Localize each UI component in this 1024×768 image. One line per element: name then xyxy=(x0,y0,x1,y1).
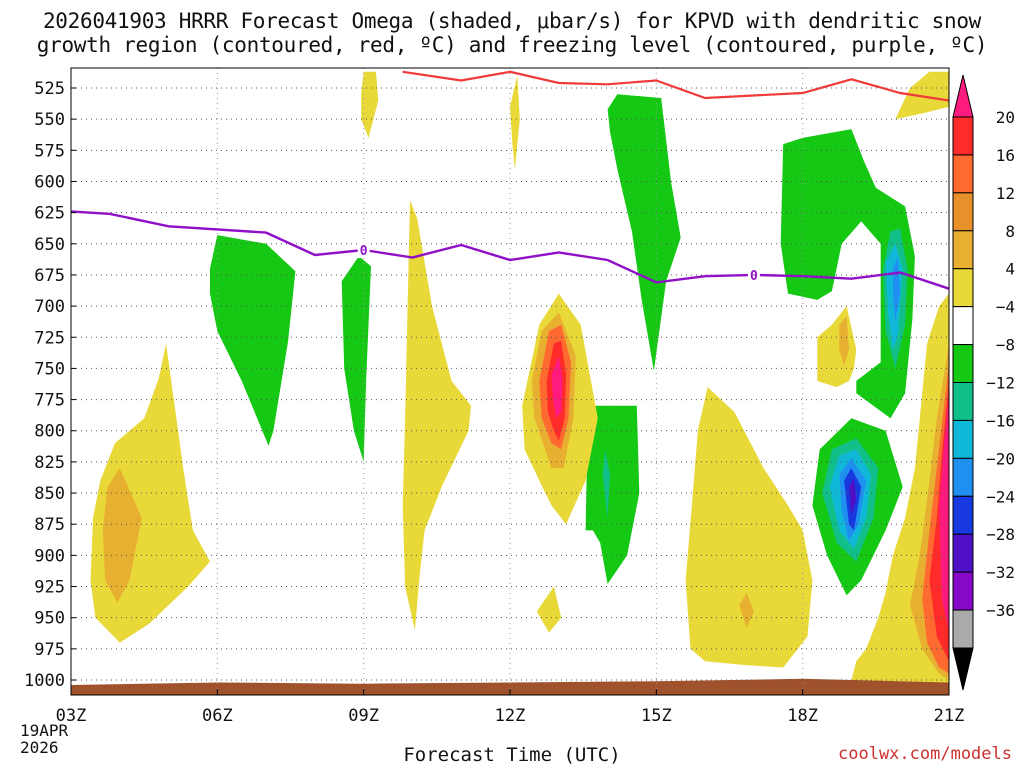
x-tick-label-0: 03Z xyxy=(56,706,87,726)
omega-region-25 xyxy=(102,468,142,603)
colorbar-label-6: −8 xyxy=(996,336,1015,355)
axes: 525 550 575 600 625 650 675 700 725 750 775 800 825 8… xyxy=(24,67,965,726)
omega-region-14 xyxy=(849,478,857,516)
colorbar-segment-14 xyxy=(952,609,974,649)
colorbar-segment-5 xyxy=(952,268,974,308)
colorbar-label-2: 12 xyxy=(996,184,1015,203)
terrain xyxy=(71,678,949,695)
colorbar-label-1: 16 xyxy=(996,146,1015,165)
chart-title-line-2: growth region (contoured, red, ºC) and f… xyxy=(36,33,988,57)
omega-region-4 xyxy=(780,129,915,419)
omega-region-18 xyxy=(402,200,471,631)
colorbar-segment-1 xyxy=(952,116,974,156)
x-tick-label-2: 09Z xyxy=(348,706,379,726)
omega-region-3 xyxy=(585,405,640,584)
x-tick-label-4: 15Z xyxy=(641,706,672,726)
colorbar-segment-4 xyxy=(952,230,974,270)
y-tick-label-4: 625 xyxy=(34,204,65,224)
y-tick-label-8: 725 xyxy=(34,328,65,348)
freezing-label-bg-1 xyxy=(747,266,760,283)
y-tick-label-12: 825 xyxy=(34,453,65,473)
omega-region-16 xyxy=(361,71,379,138)
colorbar-label-3: 8 xyxy=(1005,222,1015,241)
omega-region-28 xyxy=(839,316,849,366)
y-tick-label-6: 675 xyxy=(34,266,65,286)
x-tick-label-1: 06Z xyxy=(202,706,233,726)
colorbar-segment-2 xyxy=(952,154,974,194)
x-axis-label: Forecast Time (UTC) xyxy=(403,744,621,766)
freezing-level-contour xyxy=(71,210,949,290)
y-tick-label-5: 650 xyxy=(34,235,65,255)
y-tick-label-15: 900 xyxy=(34,546,65,566)
y-tick-label-3: 600 xyxy=(34,172,65,192)
colorbar-label-9: −20 xyxy=(986,449,1015,468)
colorbar-label-11: −28 xyxy=(986,525,1015,544)
colorbar-segment-13 xyxy=(952,571,974,611)
dgz-contour xyxy=(402,70,949,102)
y-tick-label-2: 575 xyxy=(34,141,65,161)
omega-region-21 xyxy=(685,387,813,668)
freezing-level-label-1: 0 xyxy=(750,269,758,284)
y-tick-label-13: 850 xyxy=(34,484,65,504)
y-tick-label-18: 975 xyxy=(34,640,65,660)
colorbar-label-13: −36 xyxy=(986,601,1015,620)
colorbar-label-5: −4 xyxy=(996,298,1015,317)
omega-shading xyxy=(71,71,949,695)
freezing-label-bg-0 xyxy=(357,242,370,259)
omega-region-34 xyxy=(551,356,563,419)
colorbar-segment-6 xyxy=(952,306,974,346)
y-tick-label-14: 875 xyxy=(34,515,65,535)
colorbar-label-4: 4 xyxy=(1005,260,1015,279)
y-tick-label-16: 925 xyxy=(34,578,65,598)
omega-region-2 xyxy=(607,94,681,371)
omega-region-27 xyxy=(739,592,754,628)
colorbar-label-10: −24 xyxy=(986,487,1015,506)
start-date-day: 19APR xyxy=(20,721,69,740)
colorbar-label-0: 20 xyxy=(996,108,1015,127)
colorbar-segment-8 xyxy=(952,382,974,421)
chart-title-line-1: 2026041903 HRRR Forecast Omega (shaded, … xyxy=(42,9,982,33)
y-tick-label-17: 950 xyxy=(34,609,65,629)
colorbar: 20 16 12 8 4 −4 −8 −12 −16 −20 −24 −28 −32 −36 xyxy=(952,74,1015,691)
start-date-year: 2026 xyxy=(20,738,59,757)
colorbar-label-8: −16 xyxy=(986,411,1015,430)
y-tick-label-10: 775 xyxy=(34,391,65,411)
colorbar-label-7: −12 xyxy=(986,374,1015,393)
contours: 00 xyxy=(71,70,949,290)
omega-region-1 xyxy=(341,256,371,462)
y-tick-label-7: 700 xyxy=(34,297,65,317)
colorbar-segment-7 xyxy=(952,344,974,384)
colorbar-top-arrow xyxy=(952,74,974,118)
x-tick-label-6: 21Z xyxy=(934,706,965,726)
y-tick-label-9: 750 xyxy=(34,359,65,379)
colorbar-bottom-arrow xyxy=(952,647,974,691)
colorbar-segment-12 xyxy=(952,533,974,573)
omega-region-35 xyxy=(939,393,949,631)
colorbar-segment-3 xyxy=(952,192,974,232)
y-tick-label-11: 800 xyxy=(34,422,65,442)
omega-region-20 xyxy=(536,586,562,633)
y-tick-label-1: 550 xyxy=(34,110,65,130)
freezing-level-label-0: 0 xyxy=(360,244,368,259)
x-tick-label-5: 18Z xyxy=(787,706,818,726)
omega-region-0 xyxy=(210,235,296,446)
x-tick-label-3: 12Z xyxy=(495,706,526,726)
omega-region-8 xyxy=(602,449,610,518)
omega-region-17 xyxy=(510,75,520,169)
colorbar-segment-9 xyxy=(952,419,974,459)
colorbar-segment-11 xyxy=(952,495,974,535)
credit-link[interactable]: coolwx.com/models xyxy=(838,744,1012,764)
colorbar-label-12: −32 xyxy=(986,563,1015,582)
start-date: 19APR 2026 xyxy=(20,722,68,756)
y-tick-label-19: 1000 xyxy=(24,671,65,691)
colorbar-segment-10 xyxy=(952,457,974,497)
y-tick-label-0: 525 xyxy=(34,79,65,99)
